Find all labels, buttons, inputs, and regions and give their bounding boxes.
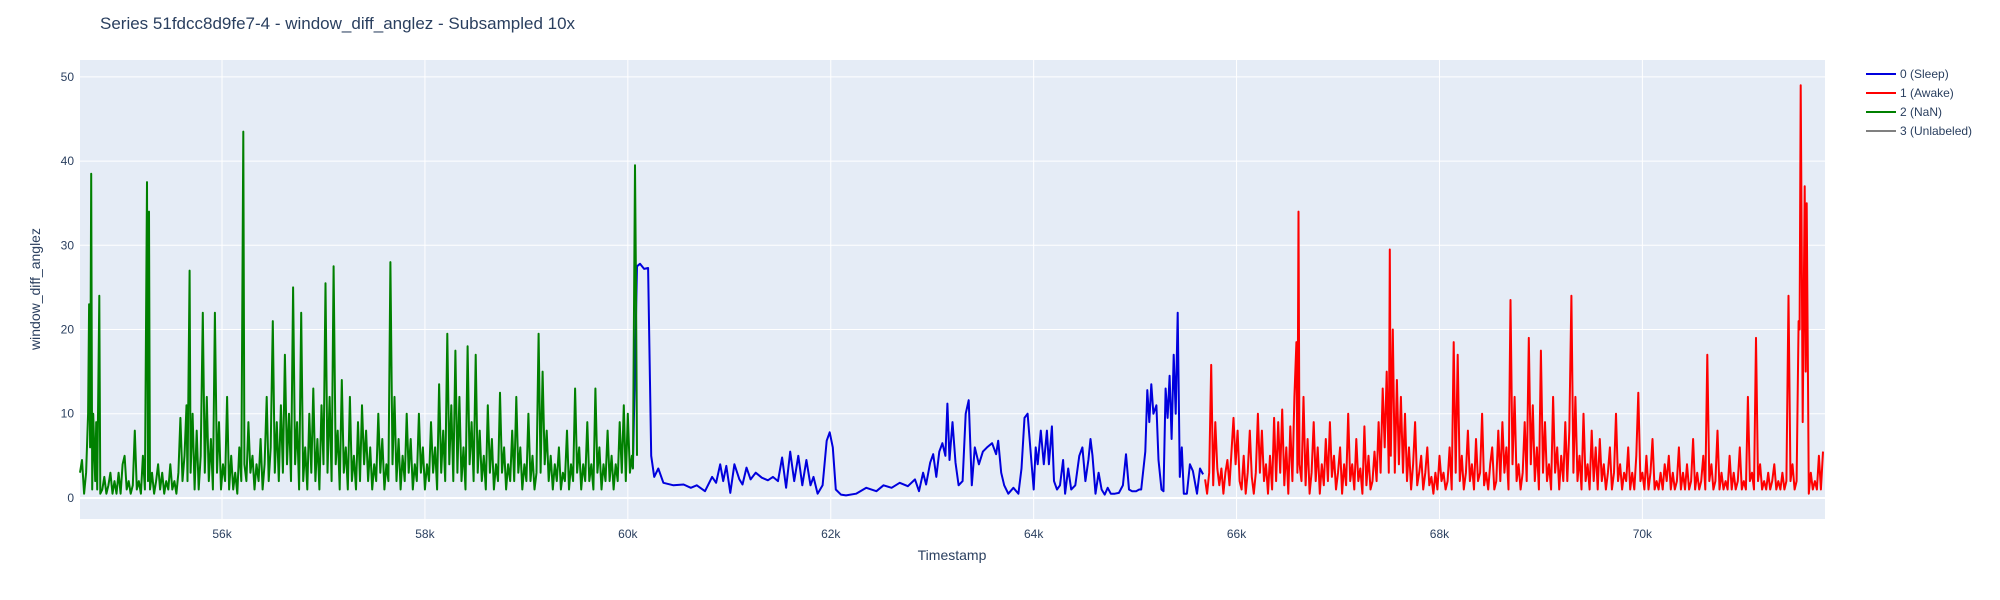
y-tick-label: 50: [61, 70, 75, 84]
legend-label: 3 (Unlabeled): [1900, 124, 1972, 138]
x-tick-label: 70k: [1633, 527, 1653, 541]
series-group: [79, 84, 1824, 497]
x-tick-label: 64k: [1024, 527, 1044, 541]
legend-label: 1 (Awake): [1900, 86, 1954, 100]
y-tick-label: 20: [61, 323, 75, 337]
x-tick-label: 68k: [1430, 527, 1450, 541]
x-tick-label: 66k: [1227, 527, 1247, 541]
grid: [80, 60, 1825, 519]
legend-item-1[interactable]: 1 (Awake): [1866, 86, 1954, 100]
x-tick-label: 60k: [618, 527, 638, 541]
legend-item-2[interactable]: 2 (NaN): [1866, 105, 1942, 119]
legend-label: 0 (Sleep): [1900, 67, 1949, 81]
series-line-1[interactable]: [1204, 84, 1824, 495]
x-axis-title: Timestamp: [918, 547, 987, 563]
legend[interactable]: 0 (Sleep) 1 (Awake) 2 (NaN) 3 (Unlabeled): [1866, 67, 1972, 138]
x-tick-label: 62k: [821, 527, 841, 541]
y-tick-label: 10: [61, 407, 75, 421]
plot-area[interactable]: [80, 60, 1825, 519]
legend-item-0[interactable]: 0 (Sleep): [1866, 67, 1949, 81]
y-tick-label: 0: [67, 491, 74, 505]
ticks: 56k 58k 60k 62k 64k 66k 68k 70k 0 10 20 30 40 50: [61, 70, 1653, 541]
series-line-0[interactable]: [631, 262, 1204, 497]
chart-title: Series 51fdcc8d9fe7-4 - window_diff_angl…: [100, 14, 576, 33]
series-line-2[interactable]: [79, 130, 638, 495]
legend-item-3[interactable]: 3 (Unlabeled): [1866, 124, 1972, 138]
legend-label: 2 (NaN): [1900, 105, 1942, 119]
x-tick-label: 56k: [212, 527, 232, 541]
y-axis-title: window_diff_anglez: [27, 228, 43, 351]
y-tick-label: 40: [61, 154, 75, 168]
x-tick-label: 58k: [415, 527, 435, 541]
y-tick-label: 30: [61, 238, 75, 252]
